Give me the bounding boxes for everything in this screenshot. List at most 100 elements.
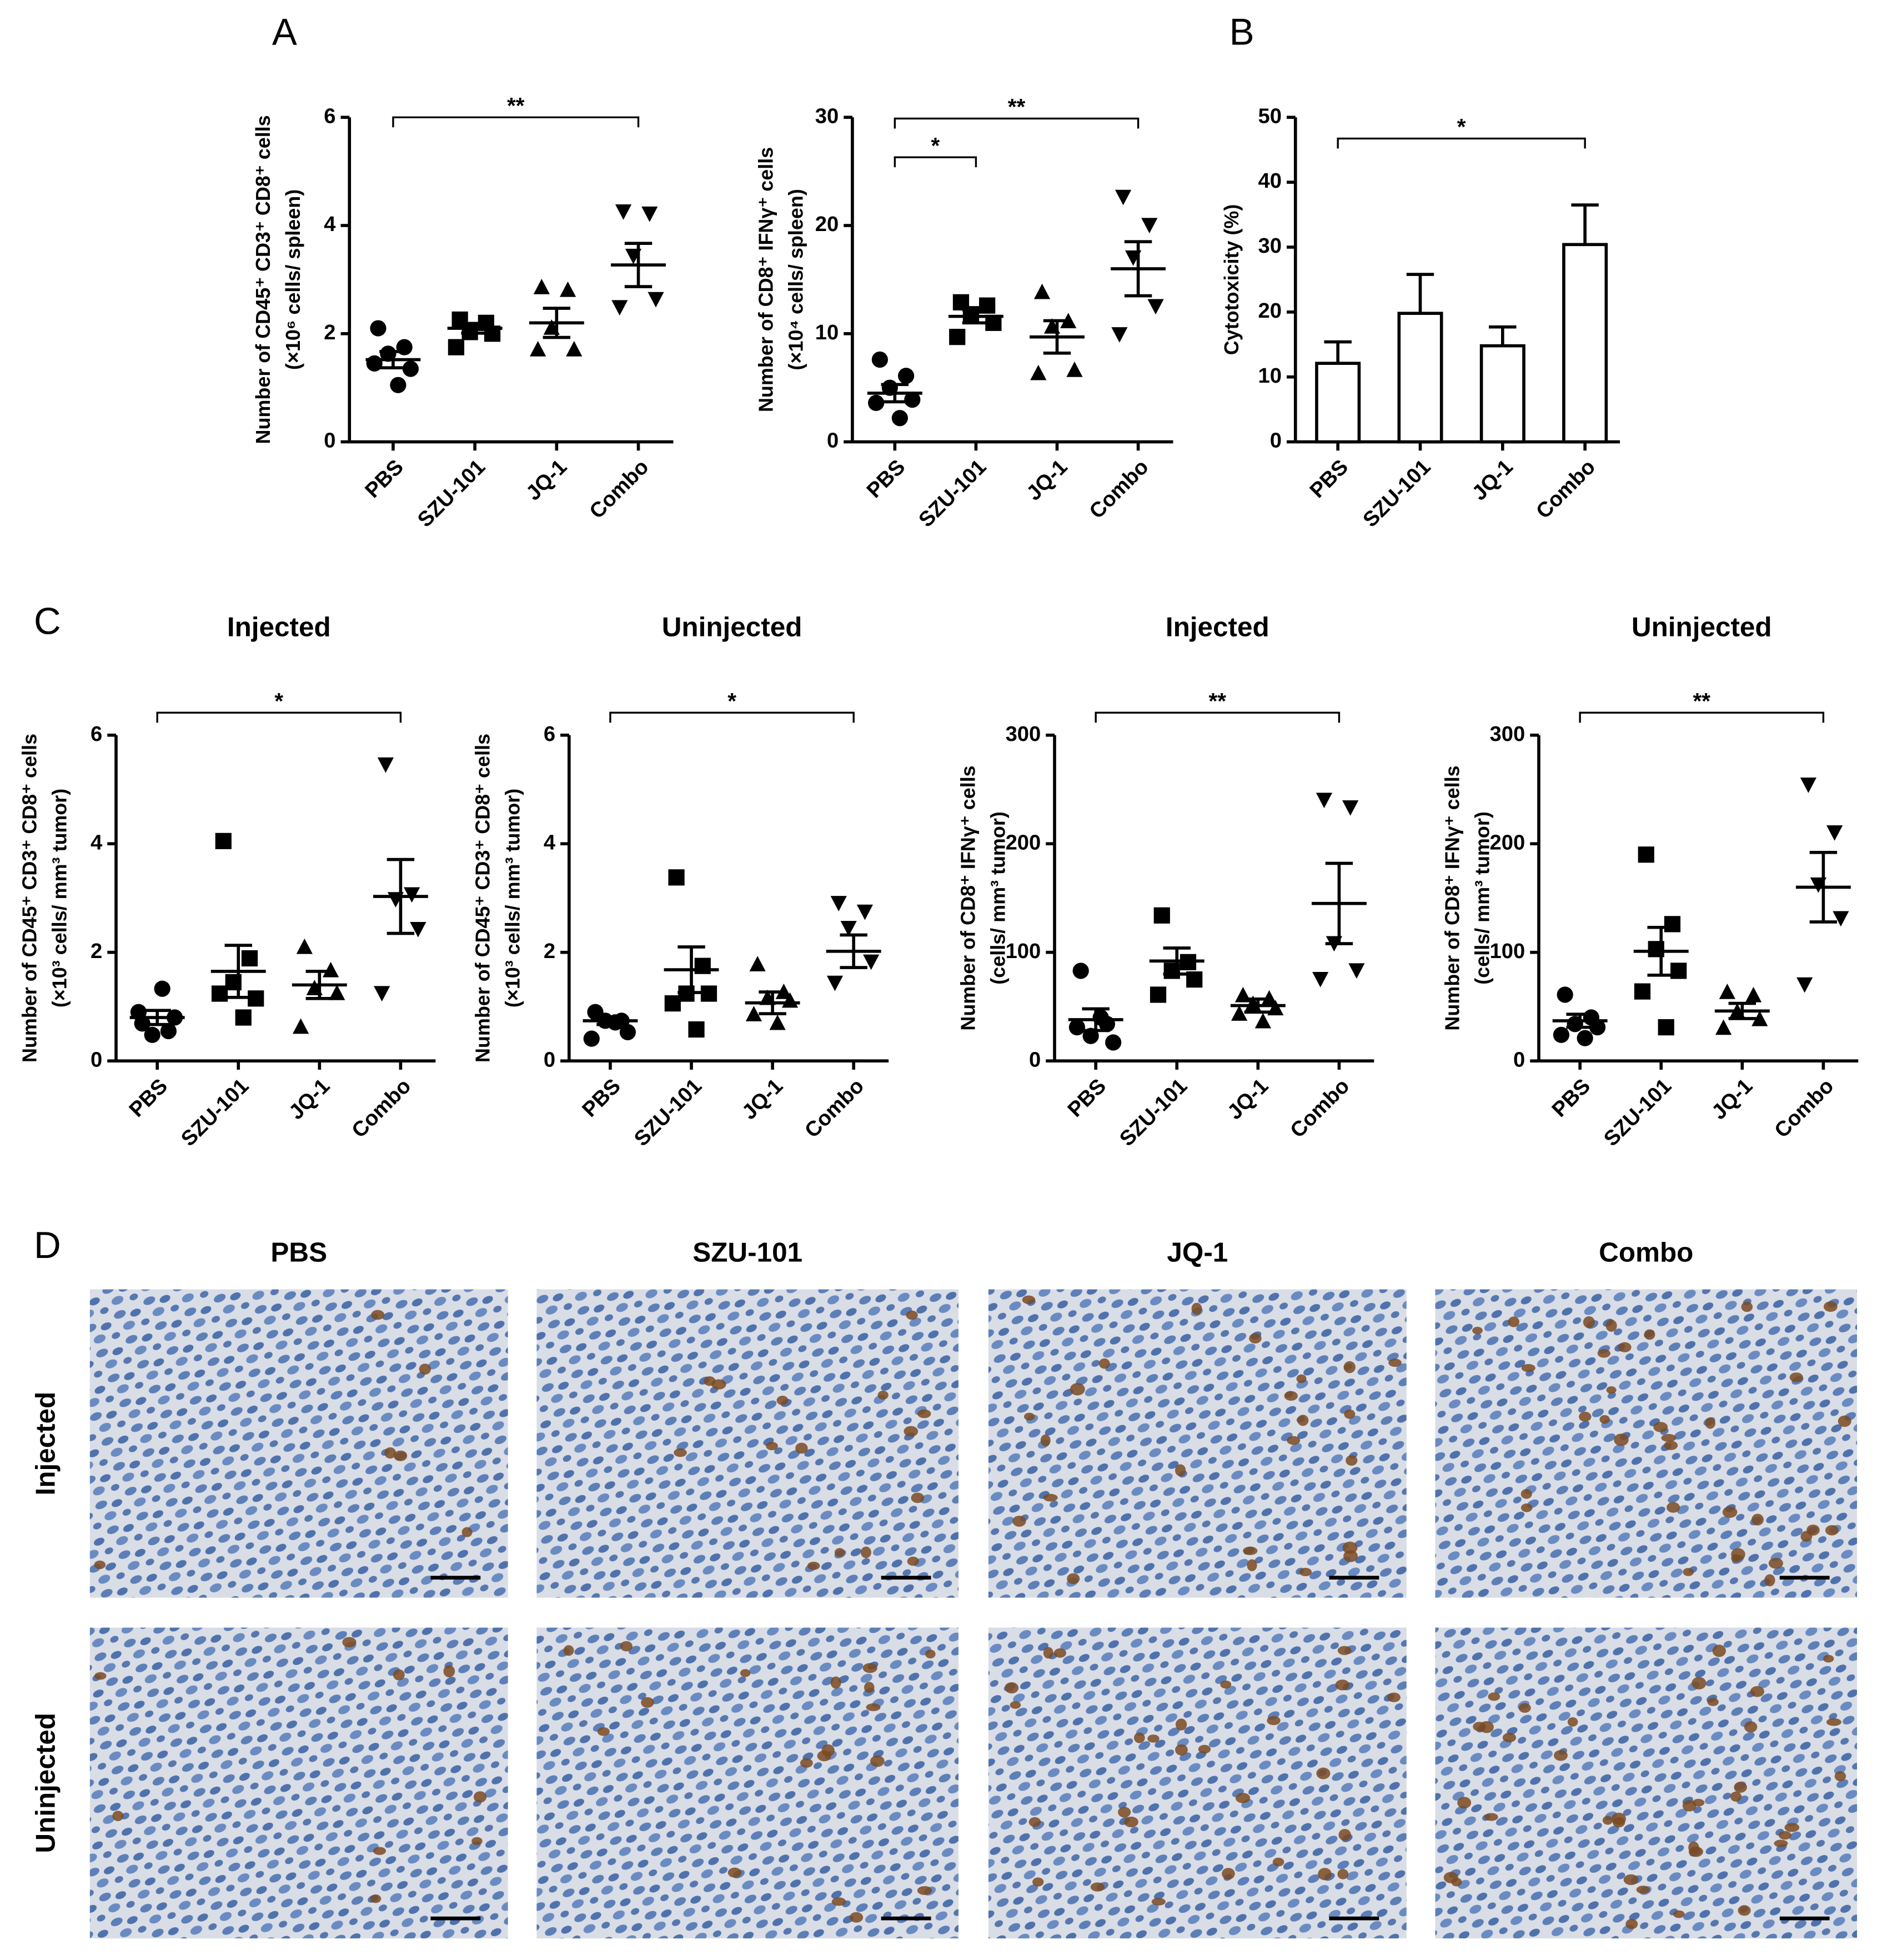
stained-cell: [473, 1791, 487, 1803]
stained-cell: [1175, 1744, 1188, 1756]
stained-cell: [1583, 1316, 1595, 1329]
y-tick-label: 0: [544, 1047, 555, 1071]
chart-title: Injected: [227, 612, 331, 643]
significance-bracket: [1337, 137, 1586, 149]
stained-cell: [461, 1527, 473, 1537]
stained-cell: [674, 1448, 687, 1457]
data-point: [745, 1006, 762, 1021]
significance-bracket: [894, 117, 1140, 129]
stained-cell: [864, 1682, 875, 1693]
significance-label: **: [1693, 688, 1711, 714]
data-point: [897, 368, 915, 384]
stained-cell: [1151, 1898, 1166, 1906]
stained-cell: [1005, 1682, 1019, 1694]
data-point: [211, 985, 228, 1002]
data-point: [144, 1026, 160, 1043]
y-tick-label: 0: [1029, 1047, 1041, 1071]
stained-cell: [1738, 1905, 1751, 1916]
stained-cell: [1712, 1645, 1726, 1657]
stained-cell: [1731, 1548, 1745, 1561]
stained-cell: [1387, 1692, 1401, 1702]
stained-cell: [870, 1755, 885, 1767]
y-tick-label: 20: [1258, 299, 1282, 323]
stained-cell: [1010, 1701, 1021, 1709]
stained-cell: [394, 1450, 408, 1461]
x-tick-label: JQ-1: [737, 1074, 787, 1124]
y-axis-label: (×10³ cells/ mm³ tumor): [48, 789, 71, 1007]
stained-cell: [766, 1442, 778, 1451]
x-tick-label: PBS: [578, 1074, 625, 1122]
y-axis-label: Number of CD8⁺ IFNγ⁺ cells: [957, 765, 980, 1030]
stained-cell: [849, 1912, 864, 1923]
stained-cell: [1623, 1874, 1639, 1886]
stained-cell: [1521, 1364, 1535, 1372]
stained-cell: [1388, 1359, 1402, 1367]
significance-label: *: [727, 688, 736, 714]
micrograph: [89, 1627, 508, 1939]
data-point: [1826, 825, 1843, 841]
y-tick-label: 4: [544, 830, 556, 854]
data-point: [949, 329, 966, 345]
x-tick-label: Combo: [585, 455, 653, 523]
stained-cell: [1235, 1793, 1251, 1803]
y-tick-label: 10: [815, 320, 839, 344]
stained-cell: [1520, 1489, 1532, 1499]
data-point: [1115, 189, 1132, 205]
stained-cell: [862, 1663, 877, 1673]
micrograph: [988, 1627, 1407, 1939]
x-tick-label: PBS: [1305, 455, 1353, 503]
stained-cell: [1653, 1422, 1668, 1432]
stained-cell: [1764, 1574, 1775, 1587]
data-point: [826, 975, 844, 991]
y-tick-label: 50: [1258, 104, 1282, 128]
data-point: [694, 958, 711, 974]
stained-cell: [831, 1897, 846, 1906]
data-point: [1316, 793, 1333, 809]
stained-cell: [1618, 1342, 1632, 1352]
stained-cell: [1053, 1648, 1067, 1658]
stained-cell: [1175, 1718, 1187, 1731]
data-point: [448, 339, 465, 355]
stained-cell: [1191, 1302, 1202, 1315]
data-point: [402, 360, 419, 377]
significance-label: *: [1457, 114, 1466, 139]
micrograph: [536, 1627, 958, 1939]
data-point: [749, 956, 766, 971]
column-label: JQ-1: [1167, 1237, 1228, 1268]
stained-cell: [94, 1672, 107, 1680]
stained-cell: [1744, 1721, 1758, 1733]
y-axis-label: Number of CD45⁺ CD3⁺ CD8⁺ cells: [18, 734, 41, 1062]
y-tick-label: 0: [324, 429, 335, 453]
data-point: [769, 1014, 786, 1030]
data-point: [871, 351, 888, 368]
x-tick-label: PBS: [1063, 1074, 1111, 1122]
data-point: [215, 833, 232, 849]
stained-cell: [641, 1697, 654, 1708]
stained-cell: [1741, 1301, 1753, 1312]
stained-cell: [1488, 1692, 1500, 1701]
y-axis-label: Number of CD45⁺ CD3⁺ CD8⁺ cells: [252, 115, 274, 444]
y-axis-label: Number of CD8⁺ IFNγ⁺ cells: [755, 147, 777, 412]
data-point: [1111, 327, 1128, 343]
data-point: [863, 954, 880, 970]
data-point: [619, 1024, 636, 1041]
significance-bracket: [1095, 711, 1341, 723]
stained-cell: [373, 1847, 387, 1855]
stained-cell: [1043, 1493, 1058, 1502]
data-point: [1553, 1026, 1570, 1043]
significance-bracket: [1579, 711, 1825, 723]
y-axis-label: (×10⁴ cells/ spleen): [785, 189, 807, 370]
stained-cell: [1287, 1436, 1301, 1445]
stained-cell: [384, 1447, 397, 1459]
stained-cell: [1022, 1295, 1036, 1305]
stained-cell: [1343, 1361, 1356, 1373]
y-tick-label: 40: [1258, 169, 1282, 193]
y-tick-label: 0: [1513, 1047, 1525, 1071]
y-axis-label: Number of CD8⁺ IFNγ⁺ cells: [1441, 765, 1464, 1030]
stained-cell: [370, 1894, 382, 1903]
x-tick-label: SZU-101: [1599, 1074, 1676, 1151]
y-axis-label: Cytotoxicity (%): [1220, 204, 1243, 355]
stained-cell: [776, 1395, 789, 1405]
stained-cell: [1247, 1559, 1257, 1571]
y-tick-label: 200: [1006, 830, 1041, 854]
